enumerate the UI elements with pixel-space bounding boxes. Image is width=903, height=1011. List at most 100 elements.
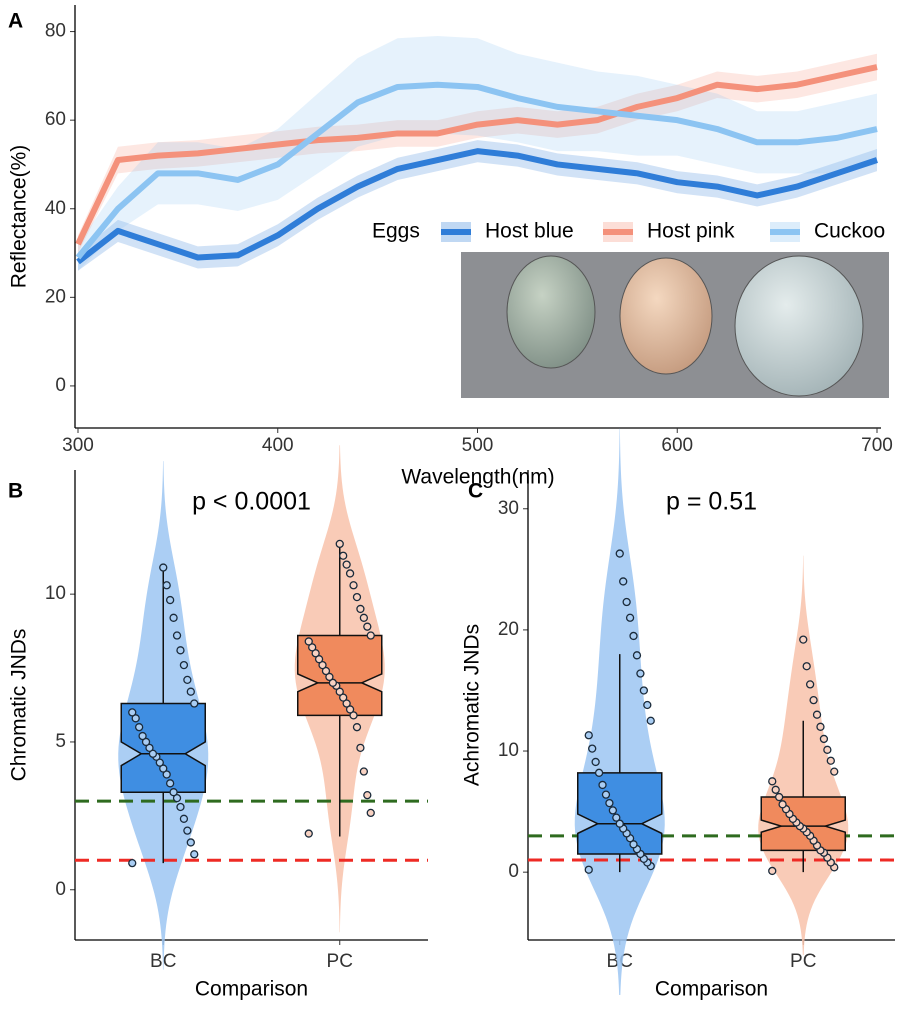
data-point xyxy=(359,613,369,622)
data-point xyxy=(619,577,628,586)
data-point xyxy=(778,800,787,809)
data-point xyxy=(625,613,635,622)
y-tick-label: 0 xyxy=(55,375,66,396)
y-tick-label: 0 xyxy=(508,861,519,882)
data-point xyxy=(349,581,358,590)
data-point xyxy=(169,613,178,622)
panel-label: C xyxy=(468,480,483,503)
y-tick-label: 60 xyxy=(45,109,66,130)
data-point xyxy=(826,756,835,765)
data-point xyxy=(612,813,621,822)
data-point xyxy=(629,840,638,849)
data-point xyxy=(594,768,604,777)
y-tick-label: 5 xyxy=(55,731,66,752)
data-point xyxy=(128,708,137,717)
data-point xyxy=(830,767,839,776)
data-point xyxy=(363,622,372,631)
data-point xyxy=(598,780,607,790)
data-point xyxy=(183,675,192,685)
panel-label: A xyxy=(8,10,23,33)
box xyxy=(577,772,663,855)
data-point xyxy=(138,731,147,741)
x-tick-label: 400 xyxy=(262,435,294,456)
y-tick-label: 40 xyxy=(45,198,66,219)
series-line xyxy=(75,64,878,246)
data-point xyxy=(636,669,645,678)
data-point xyxy=(584,731,593,740)
data-point xyxy=(356,743,365,753)
data-point xyxy=(186,687,195,696)
x-axis-title: Comparison xyxy=(195,978,308,1001)
y-tick-label: 0 xyxy=(55,879,66,900)
data-point xyxy=(128,858,137,868)
data-point xyxy=(304,637,313,646)
data-point xyxy=(141,737,151,747)
data-point xyxy=(304,829,313,838)
data-point xyxy=(321,666,331,676)
data-point xyxy=(145,743,154,753)
data-point xyxy=(155,758,164,767)
data-point xyxy=(134,723,144,732)
data-point xyxy=(819,734,829,744)
y-tick-label: 10 xyxy=(45,583,66,604)
x-tick-label: 600 xyxy=(661,435,693,456)
data-point xyxy=(632,651,642,660)
x-tick-label: 500 xyxy=(462,435,494,456)
x-tick-label: 700 xyxy=(861,435,893,456)
data-point xyxy=(179,814,189,823)
data-point xyxy=(366,808,375,818)
data-point xyxy=(311,649,320,658)
data-point xyxy=(359,767,369,776)
data-point xyxy=(802,662,811,671)
data-point xyxy=(356,604,365,614)
data-point xyxy=(148,749,158,758)
data-point xyxy=(339,551,348,560)
panel-label: B xyxy=(8,480,23,503)
y-tick-label: 20 xyxy=(498,619,519,640)
data-point xyxy=(774,792,784,802)
data-point xyxy=(816,722,825,731)
data-point xyxy=(183,826,192,835)
data-point xyxy=(335,687,344,696)
data-point xyxy=(339,693,348,702)
legend-title: Eggs xyxy=(372,220,420,243)
data-point xyxy=(601,790,611,799)
data-point xyxy=(345,569,355,578)
y-tick-label: 80 xyxy=(45,21,66,42)
chart-title: p < 0.0001 xyxy=(192,488,311,516)
legend-label: Host pink xyxy=(647,220,735,243)
data-point xyxy=(342,560,351,569)
egg-photo xyxy=(461,252,889,398)
error-band xyxy=(77,36,878,271)
data-point xyxy=(172,631,182,640)
box xyxy=(760,796,846,852)
data-point xyxy=(335,539,344,549)
data-point xyxy=(584,865,593,874)
data-point xyxy=(809,696,818,705)
y-axis-title: Reflectance(%) xyxy=(8,145,31,289)
data-point xyxy=(131,714,140,723)
data-point xyxy=(352,592,362,602)
data-point xyxy=(179,660,189,670)
data-point xyxy=(823,745,832,754)
data-point xyxy=(318,660,327,670)
chart-title: p = 0.51 xyxy=(666,488,757,516)
data-point xyxy=(812,710,822,719)
data-point xyxy=(363,791,372,800)
data-point xyxy=(349,711,358,720)
x-axis-title: Comparison xyxy=(655,978,768,1001)
data-point xyxy=(169,788,178,797)
data-point xyxy=(799,635,808,644)
data-point xyxy=(328,678,338,687)
data-point xyxy=(172,793,182,803)
series-layer xyxy=(75,36,878,271)
data-point xyxy=(314,655,324,664)
data-point xyxy=(608,806,618,815)
data-point xyxy=(588,744,597,753)
y-tick-label: 20 xyxy=(45,286,66,307)
data-point xyxy=(345,705,355,714)
data-point xyxy=(615,819,624,828)
error-band xyxy=(77,53,878,254)
data-point xyxy=(615,549,624,558)
